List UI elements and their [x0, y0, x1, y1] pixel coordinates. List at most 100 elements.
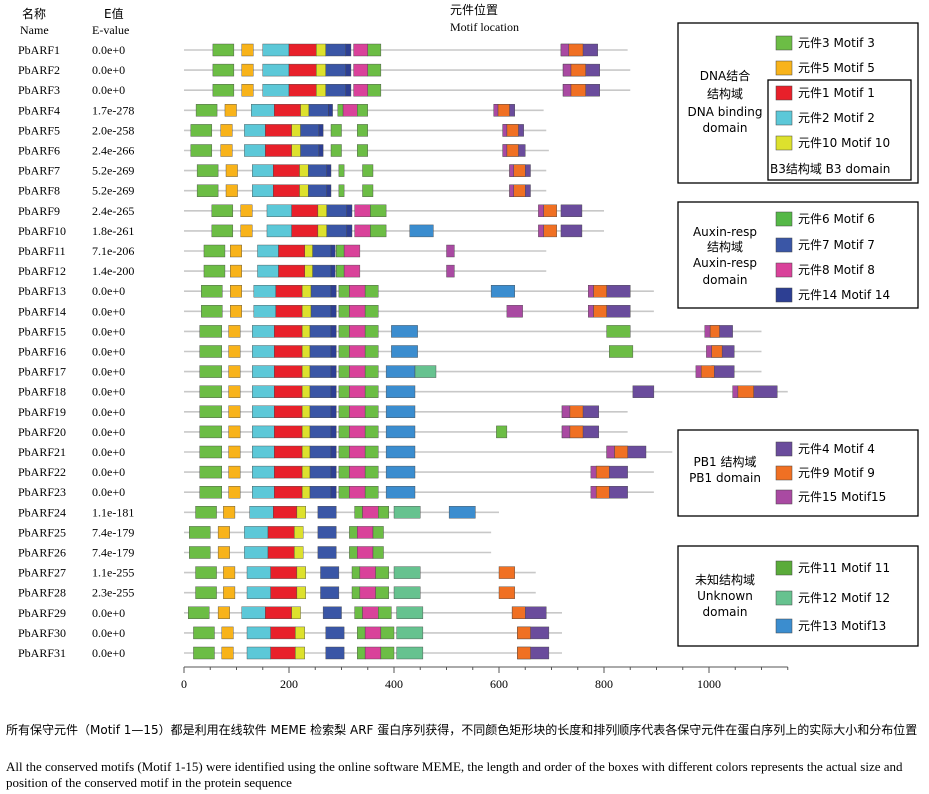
motif-8-box	[349, 486, 366, 499]
motif-3-box	[364, 465, 379, 479]
motif-8-box	[349, 425, 366, 439]
motif-10-box	[295, 626, 305, 640]
motif-5-box	[229, 305, 242, 318]
motif-10-box	[299, 184, 309, 197]
motif-3-box	[609, 345, 634, 358]
motif-14-box	[345, 63, 352, 77]
motif-9-box	[595, 486, 610, 499]
motif-3-box	[378, 506, 389, 519]
motif-3-box	[364, 325, 379, 338]
motif-3-box	[338, 184, 345, 197]
motif-3-box	[189, 546, 211, 559]
motif-3-box	[375, 586, 389, 599]
motif-3-box	[195, 566, 217, 579]
legend-title-line: DNA结合	[700, 68, 750, 83]
motif-1-box	[288, 43, 317, 57]
protein-evalue: 5.2e-269	[92, 184, 134, 198]
protein-evalue: 0.0e+0	[92, 445, 125, 459]
motif-3-box	[338, 405, 350, 418]
motif-13-box	[391, 325, 418, 338]
motif-3-box	[367, 43, 382, 57]
protein-row: PbARF29 0.0e+0	[18, 606, 562, 620]
protein-name: PbARF5	[18, 123, 60, 137]
protein-name: PbARF29	[18, 606, 66, 620]
protein-row: PbARF1 0.0e+0	[18, 43, 628, 57]
legend-unk: 未知结构域 Unknown domain 元件11 Motif 11 元件12 Moti…	[677, 545, 919, 647]
motif-9-box	[543, 224, 557, 238]
motif-9-box	[568, 43, 584, 57]
motif-10-box	[295, 646, 305, 660]
motif-3-box	[606, 325, 631, 338]
motif-8-box	[357, 546, 374, 559]
motif-12-box	[396, 626, 424, 640]
motif-13-box	[385, 445, 416, 459]
motif-3-box	[351, 586, 361, 599]
protein-row: PbARF18 0.0e+0	[18, 385, 788, 399]
protein-evalue: 1.8e-261	[92, 224, 134, 238]
motif-3-box	[199, 445, 222, 459]
motif-8-box	[343, 264, 361, 278]
motif-5-box	[223, 586, 236, 599]
motif-1-box	[274, 465, 303, 479]
motif-15-box	[502, 124, 508, 137]
motif-5-box	[228, 425, 241, 439]
motif-1-box	[274, 104, 301, 117]
motif-13-box	[448, 506, 476, 519]
motif-13-box	[490, 285, 515, 298]
motif-5-box	[228, 345, 241, 358]
legend-swatch-motif-9	[775, 465, 793, 481]
protein-row: PbARF3 0.0e+0	[18, 83, 631, 97]
protein-name: PbARF20	[18, 425, 66, 439]
motif-2-box	[252, 405, 275, 418]
legend-item-label: 元件13 Motif13	[798, 619, 886, 633]
legend-frame	[677, 201, 919, 309]
motif-15-box	[561, 405, 571, 418]
motif-4-box	[606, 305, 631, 318]
protein-row: PbARF5 2.0e-258	[18, 123, 547, 137]
motif-15-box	[502, 144, 508, 157]
motif-7-box	[325, 646, 345, 660]
motif-3-box	[212, 83, 235, 97]
legend-item-label: 元件15 Motif15	[798, 490, 886, 504]
motif-3-box	[338, 305, 350, 318]
motif-3-box	[362, 164, 374, 177]
motif-15-box	[606, 445, 615, 459]
motif-5-box	[241, 63, 254, 77]
motif-8-box	[354, 224, 371, 238]
motif-10-box	[301, 425, 311, 439]
motif-7-box	[320, 586, 340, 599]
motif-14-box	[330, 465, 337, 479]
protein-row: PbARF20 0.0e+0	[18, 425, 628, 439]
motif-3-box	[212, 43, 235, 57]
legend-swatch-motif-4	[775, 441, 793, 457]
legend-title-line: Unknown	[697, 589, 753, 603]
legend-title-line: Auxin-resp	[693, 225, 757, 239]
motif-3-box	[203, 244, 226, 258]
motif-7-box	[317, 526, 337, 539]
motif-8-box	[349, 385, 366, 398]
motif-3-box	[336, 244, 345, 258]
motif-8-box	[353, 83, 368, 97]
motif-5-box	[229, 244, 242, 258]
motif-10-box	[301, 486, 311, 499]
motif-3-box	[338, 325, 350, 338]
motif-3-box	[367, 83, 382, 97]
motif-9-box	[570, 63, 586, 77]
motif-1-box	[270, 626, 296, 640]
legend-title-line: 结构域	[707, 239, 743, 254]
motif-15-box	[561, 425, 571, 439]
motif-1-box	[267, 546, 295, 559]
protein-name: PbARF27	[18, 566, 66, 580]
motif-2-box	[257, 244, 279, 258]
motif-8-box	[349, 365, 366, 378]
motif-8-box	[359, 586, 376, 599]
protein-row: PbARF22 0.0e+0	[18, 465, 654, 479]
motif-3-box	[357, 124, 368, 137]
legend-item-label: 元件9 Motif 9	[798, 466, 875, 480]
protein-row: PbARF13 0.0e+0	[18, 284, 654, 298]
motif-15-box	[538, 204, 544, 218]
motif-2-box	[246, 626, 271, 640]
legend-swatch-motif-8	[775, 262, 793, 278]
motif-3-box	[199, 385, 222, 398]
legend-title-line: PB1 domain	[689, 471, 761, 485]
